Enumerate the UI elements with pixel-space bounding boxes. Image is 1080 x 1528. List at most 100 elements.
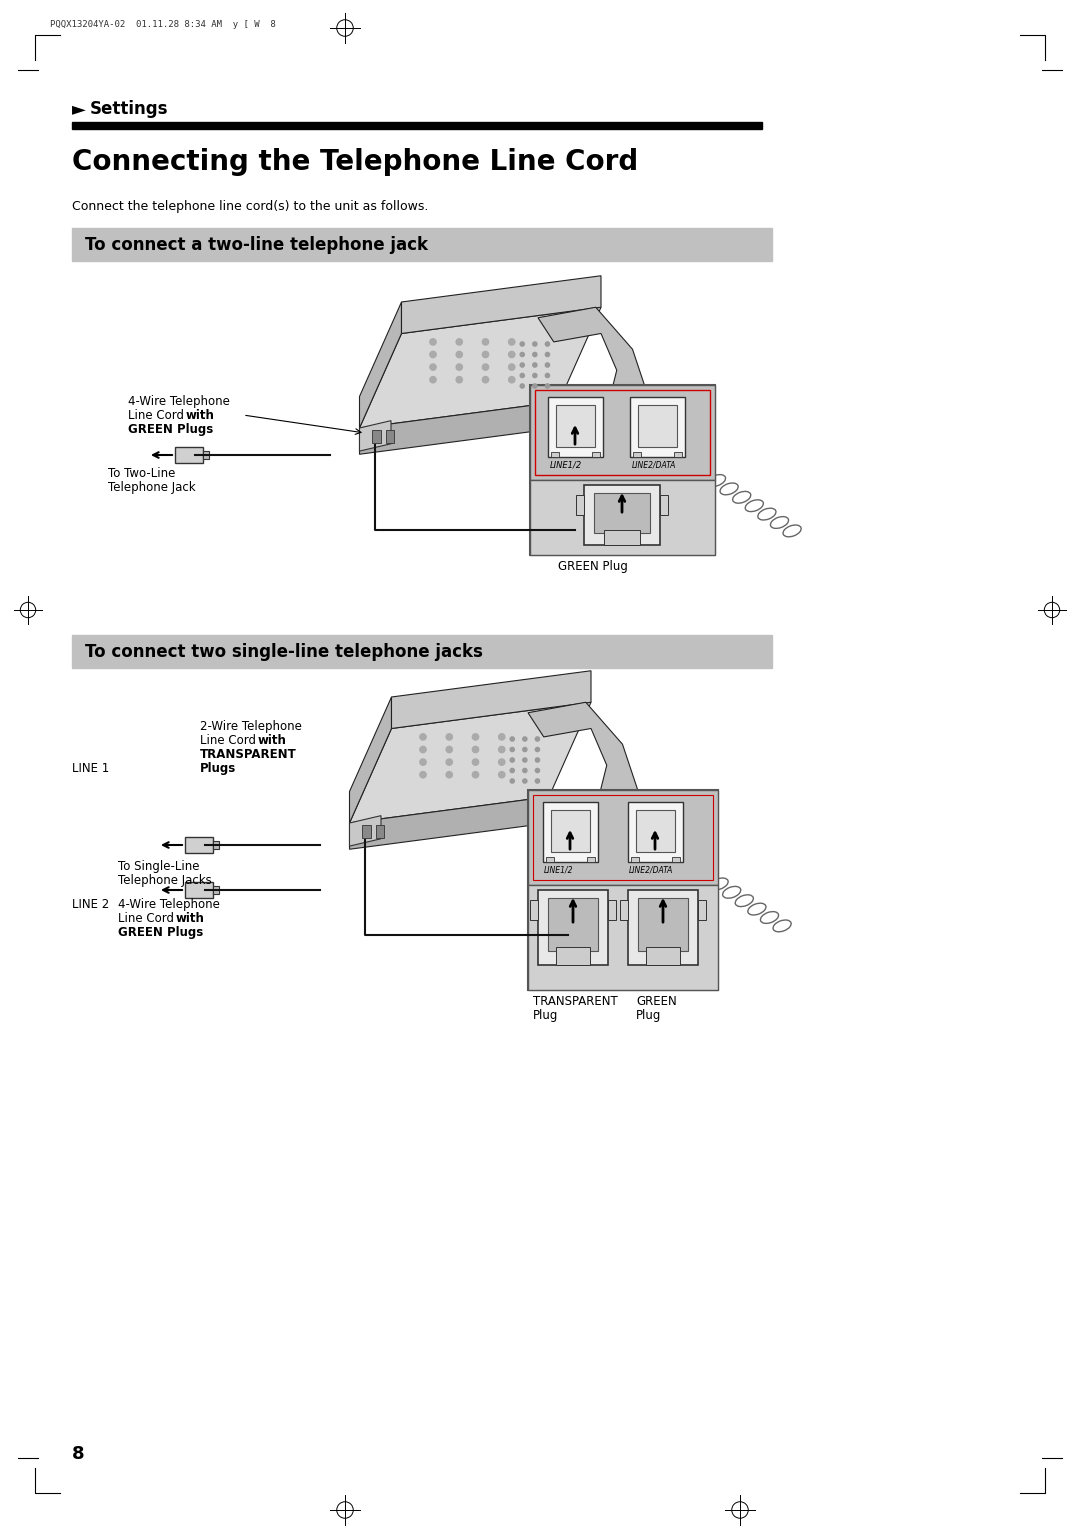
Bar (548, 898, 598, 950)
Ellipse shape (605, 799, 630, 836)
Circle shape (446, 746, 453, 753)
Circle shape (510, 747, 514, 752)
Circle shape (499, 772, 505, 778)
Bar (627, 889, 698, 966)
Text: PQQX13204YA-02  01.11.28 8:34 AM  y [ W  8: PQQX13204YA-02 01.11.28 8:34 AM y [ W 8 (50, 20, 275, 29)
Bar (185, 837, 213, 853)
Text: 4-Wire Telephone: 4-Wire Telephone (129, 396, 230, 408)
Circle shape (521, 364, 525, 367)
Circle shape (510, 779, 514, 784)
Bar (620, 900, 627, 920)
Circle shape (523, 747, 527, 752)
Circle shape (509, 364, 515, 370)
Bar (604, 530, 640, 545)
Circle shape (523, 769, 527, 773)
Bar (627, 802, 683, 862)
Circle shape (446, 759, 453, 766)
Bar (556, 405, 595, 448)
Polygon shape (360, 402, 559, 454)
Bar (546, 857, 554, 862)
Text: 4-Wire Telephone: 4-Wire Telephone (118, 898, 220, 911)
Circle shape (510, 736, 514, 741)
Circle shape (545, 373, 550, 377)
Text: Line Cord: Line Cord (129, 410, 188, 422)
Circle shape (483, 351, 488, 358)
Circle shape (430, 339, 436, 345)
Circle shape (523, 779, 527, 784)
Circle shape (532, 384, 537, 388)
Bar (543, 802, 598, 862)
Circle shape (509, 351, 515, 358)
Bar (576, 495, 584, 515)
Circle shape (545, 364, 550, 367)
Bar (72, 636, 772, 668)
Circle shape (536, 779, 540, 784)
Circle shape (499, 733, 505, 740)
Circle shape (532, 364, 537, 367)
Text: To connect two single-line telephone jacks: To connect two single-line telephone jac… (85, 643, 483, 662)
Text: Line Cord: Line Cord (200, 733, 260, 747)
Circle shape (532, 353, 537, 356)
Text: Plugs: Plugs (200, 762, 237, 775)
Circle shape (536, 769, 540, 773)
Circle shape (536, 747, 540, 752)
Bar (638, 405, 677, 448)
Bar (633, 452, 642, 457)
Bar (672, 857, 680, 862)
Polygon shape (360, 420, 391, 451)
Circle shape (456, 364, 462, 370)
Circle shape (523, 736, 527, 741)
Bar (698, 900, 706, 920)
Text: with: with (186, 410, 215, 422)
Polygon shape (350, 697, 392, 824)
Bar (386, 429, 394, 443)
Circle shape (509, 339, 515, 345)
Bar (551, 810, 590, 853)
Bar (674, 452, 681, 457)
Bar (213, 840, 219, 850)
Polygon shape (392, 671, 591, 729)
Text: Plug: Plug (534, 1008, 558, 1022)
Bar (528, 790, 718, 990)
Text: GREEN: GREEN (636, 995, 677, 1008)
Bar (185, 882, 213, 898)
Text: Line Cord: Line Cord (118, 912, 178, 924)
Text: TRANSPARENT: TRANSPARENT (534, 995, 618, 1008)
Text: Connect the telephone line cord(s) to the unit as follows.: Connect the telephone line cord(s) to th… (72, 200, 429, 212)
Circle shape (521, 353, 525, 356)
Circle shape (420, 733, 427, 740)
Bar (373, 429, 380, 443)
Text: LINE2/DATA: LINE2/DATA (629, 865, 673, 874)
Bar (646, 947, 680, 966)
Bar (72, 228, 772, 261)
Bar (530, 900, 538, 920)
Bar (376, 825, 384, 837)
Circle shape (483, 376, 488, 384)
Bar (551, 452, 559, 457)
Bar (530, 480, 715, 555)
Bar (592, 452, 600, 457)
Polygon shape (528, 703, 638, 839)
Polygon shape (350, 796, 549, 850)
Bar (528, 790, 718, 885)
Text: Settings: Settings (90, 99, 168, 118)
Circle shape (430, 364, 436, 370)
Circle shape (446, 733, 453, 740)
Polygon shape (360, 307, 600, 428)
Circle shape (430, 376, 436, 384)
Polygon shape (538, 307, 648, 443)
Circle shape (456, 376, 462, 384)
Circle shape (430, 351, 436, 358)
Circle shape (510, 758, 514, 762)
Bar (660, 495, 669, 515)
Bar (538, 889, 608, 966)
Bar (72, 122, 762, 128)
Bar (631, 857, 639, 862)
Text: Telephone Jacks: Telephone Jacks (118, 874, 212, 886)
Text: GREEN Plug: GREEN Plug (558, 559, 627, 573)
Circle shape (499, 746, 505, 753)
Polygon shape (360, 303, 402, 428)
Bar (528, 885, 718, 990)
Bar (630, 397, 685, 457)
Text: with: with (258, 733, 287, 747)
